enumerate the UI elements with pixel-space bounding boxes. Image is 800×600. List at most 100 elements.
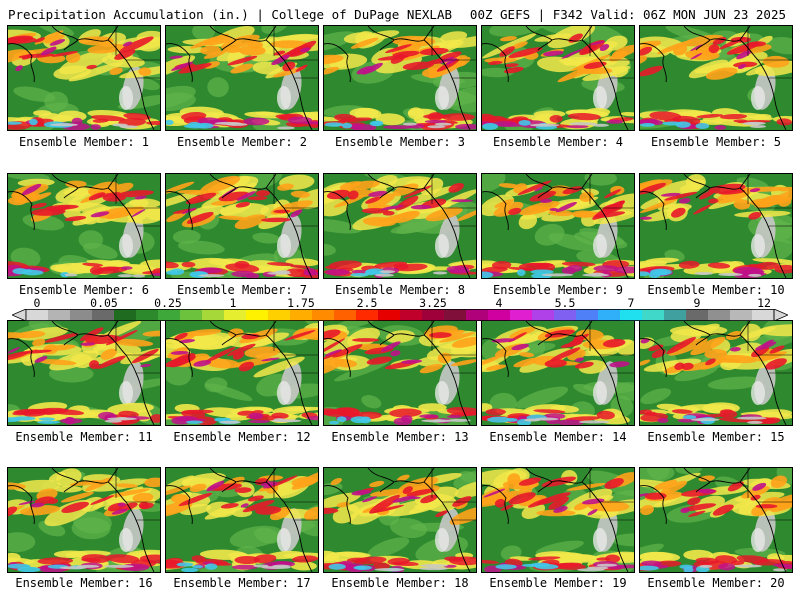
colorbar-segment — [334, 309, 357, 321]
ensemble-member-caption: Ensemble Member: 9 — [492, 283, 624, 297]
colorbar-segment — [466, 309, 489, 321]
ensemble-map-3 — [323, 25, 477, 131]
header-right-title: 00Z GEFS | F342 Valid: 06Z MON JUN 23 20… — [469, 7, 786, 22]
colorbar-segment — [510, 309, 533, 321]
colorbar-segment — [268, 309, 291, 321]
precip-map-8 — [324, 174, 476, 278]
colorbar-tick-label: 9 — [693, 296, 701, 310]
precip-map-7 — [166, 174, 318, 278]
colorbar-tick-label: 5.5 — [554, 296, 576, 310]
ensemble-member-caption: Ensemble Member: 13 — [331, 430, 469, 444]
colorbar-segment — [422, 309, 445, 321]
colorbar-segment — [290, 309, 313, 321]
colorbar-segment — [202, 309, 225, 321]
colorbar-tick-label: 0 — [33, 296, 41, 310]
ensemble-member-caption: Ensemble Member: 15 — [647, 430, 785, 444]
precip-map-9 — [482, 174, 634, 278]
precip-map-18 — [324, 468, 476, 572]
ensemble-member-caption: Ensemble Member: 6 — [18, 283, 150, 297]
precip-map-16 — [8, 468, 160, 572]
ensemble-member-caption: Ensemble Member: 2 — [176, 135, 308, 149]
ensemble-member-caption: Ensemble Member: 8 — [334, 283, 466, 297]
colorbar-segment — [92, 309, 115, 321]
ensemble-map-8 — [323, 173, 477, 279]
colorbar-segment — [180, 309, 203, 321]
colorbar-segment — [400, 309, 423, 321]
precip-map-17 — [166, 468, 318, 572]
ensemble-member-caption: Ensemble Member: 11 — [15, 430, 153, 444]
colorbar-left-arrow — [12, 309, 27, 321]
ensemble-member-caption: Ensemble Member: 4 — [492, 135, 624, 149]
ensemble-map-2 — [165, 25, 319, 131]
ensemble-map-17 — [165, 467, 319, 573]
precip-map-1 — [8, 26, 160, 130]
colorbar-segment — [576, 309, 599, 321]
ensemble-map-12 — [165, 320, 319, 426]
ensemble-member-caption: Ensemble Member: 12 — [173, 430, 311, 444]
precip-map-12 — [166, 321, 318, 425]
colorbar-tick-label: 1.75 — [287, 296, 315, 310]
precip-map-19 — [482, 468, 634, 572]
colorbar-segment — [664, 309, 687, 321]
precip-map-15 — [640, 321, 792, 425]
precip-map-14 — [482, 321, 634, 425]
ensemble-map-19 — [481, 467, 635, 573]
colorbar-segment — [158, 309, 181, 321]
colorbar-segment — [356, 309, 379, 321]
colorbar-segment — [114, 309, 137, 321]
colorbar-segment — [686, 309, 709, 321]
colorbar-segment — [598, 309, 621, 321]
ensemble-member-caption: Ensemble Member: 7 — [176, 283, 308, 297]
colorbar-tick-label: 2.5 — [356, 296, 378, 310]
colorbar-tick-label: 1 — [229, 296, 237, 310]
precip-map-10 — [640, 174, 792, 278]
ensemble-map-14 — [481, 320, 635, 426]
ensemble-map-13 — [323, 320, 477, 426]
colorbar-segment — [26, 309, 49, 321]
precip-map-4 — [482, 26, 634, 130]
ensemble-map-10 — [639, 173, 793, 279]
colorbar-segment — [48, 309, 71, 321]
colorbar-segment — [444, 309, 467, 321]
colorbar-segment — [532, 309, 555, 321]
ensemble-map-11 — [7, 320, 161, 426]
colorbar-segment — [246, 309, 269, 321]
colorbar-segment — [620, 309, 643, 321]
colorbar-segment — [378, 309, 401, 321]
precip-map-13 — [324, 321, 476, 425]
ensemble-member-caption: Ensemble Member: 19 — [489, 576, 627, 590]
precip-map-20 — [640, 468, 792, 572]
colorbar-segment — [752, 309, 775, 321]
colorbar-segment — [70, 309, 93, 321]
precip-map-2 — [166, 26, 318, 130]
colorbar-tick-label: 4 — [495, 296, 503, 310]
ensemble-member-caption: Ensemble Member: 3 — [334, 135, 466, 149]
ensemble-map-20 — [639, 467, 793, 573]
ensemble-map-5 — [639, 25, 793, 131]
colorbar-segment — [312, 309, 335, 321]
colorbar-tick-label: 0.25 — [154, 296, 182, 310]
colorbar-tick-label: 12 — [757, 296, 771, 310]
colorbar-tick-label: 3.25 — [419, 296, 447, 310]
ensemble-member-caption: Ensemble Member: 14 — [489, 430, 627, 444]
ensemble-map-18 — [323, 467, 477, 573]
precip-map-11 — [8, 321, 160, 425]
ensemble-map-15 — [639, 320, 793, 426]
colorbar-tick-label: 7 — [627, 296, 635, 310]
ensemble-member-caption: Ensemble Member: 1 — [18, 135, 150, 149]
ensemble-member-caption: Ensemble Member: 10 — [647, 283, 785, 297]
colorbar — [12, 309, 788, 321]
header-left-title: Precipitation Accumulation (in.) | Colle… — [8, 7, 453, 22]
ensemble-member-caption: Ensemble Member: 16 — [15, 576, 153, 590]
ensemble-map-6 — [7, 173, 161, 279]
ensemble-map-16 — [7, 467, 161, 573]
colorbar-segment — [488, 309, 511, 321]
colorbar-segment — [708, 309, 731, 321]
ensemble-member-caption: Ensemble Member: 18 — [331, 576, 469, 590]
ensemble-map-4 — [481, 25, 635, 131]
ensemble-map-1 — [7, 25, 161, 131]
precip-map-6 — [8, 174, 160, 278]
precip-map-3 — [324, 26, 476, 130]
colorbar-segment — [642, 309, 665, 321]
ensemble-map-7 — [165, 173, 319, 279]
